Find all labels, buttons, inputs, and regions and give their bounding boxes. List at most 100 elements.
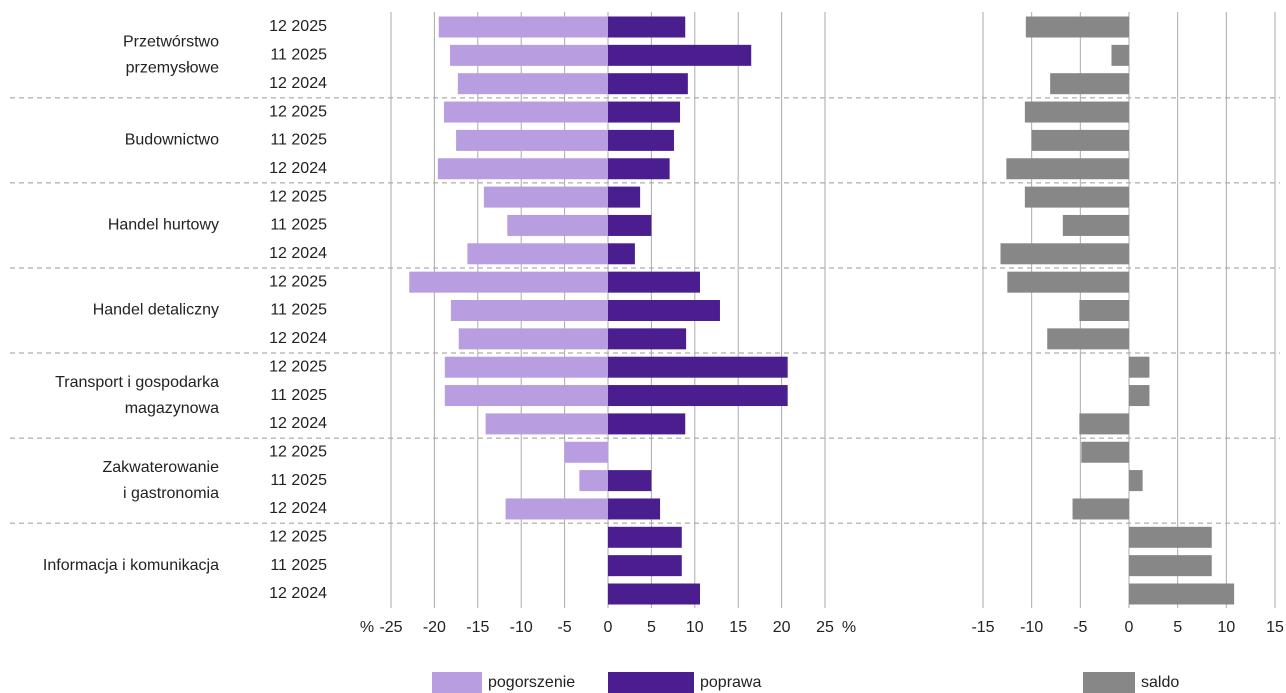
bar: [1079, 413, 1129, 435]
bar: [1050, 73, 1129, 95]
bar: [1024, 186, 1129, 208]
bar: [483, 186, 608, 208]
bar: [1031, 129, 1129, 151]
bar: [1129, 555, 1212, 577]
period-label: 11 2025: [270, 387, 327, 404]
x-tick-label: 15: [1266, 619, 1284, 636]
bar: [1024, 101, 1129, 123]
bar: [608, 356, 788, 378]
bar: [456, 129, 608, 151]
bar: [608, 526, 682, 548]
group-label: przemysłowe: [126, 60, 219, 77]
bar: [458, 328, 608, 350]
x-tick-label: -5: [557, 619, 571, 636]
x-tick-label: -15: [971, 619, 994, 636]
bar: [579, 470, 608, 492]
bar: [608, 271, 701, 293]
x-tick-label: 10: [1217, 619, 1235, 636]
period-label: 11 2025: [270, 557, 327, 574]
bar: [1006, 158, 1129, 180]
x-tick-label: -25: [379, 619, 402, 636]
legend-label: pogorszenie: [488, 674, 575, 691]
group-label: Handel detaliczny: [93, 302, 219, 319]
legend-swatch: [432, 672, 482, 693]
period-label: 12 2024: [269, 160, 327, 177]
bar: [1025, 16, 1129, 38]
period-label: 12 2025: [269, 273, 327, 290]
period-label: 12 2025: [269, 529, 327, 546]
legend-label: saldo: [1141, 674, 1179, 691]
bar: [608, 470, 652, 492]
bar: [608, 328, 687, 350]
bar: [1062, 214, 1129, 236]
bar: [564, 441, 608, 463]
bar: [450, 44, 608, 66]
bar: [444, 385, 608, 407]
x-tick-label: 5: [1173, 619, 1182, 636]
group-label: Handel hurtowy: [108, 217, 219, 234]
x-tick-label: -10: [1020, 619, 1043, 636]
bar: [1072, 498, 1129, 520]
period-label: 12 2025: [269, 443, 327, 460]
bar: [1129, 526, 1212, 548]
x-unit: %: [842, 619, 856, 636]
x-tick-label: 20: [773, 619, 791, 636]
period-label: 12 2024: [269, 75, 327, 92]
period-label: 11 2025: [270, 302, 327, 319]
bar: [438, 16, 608, 38]
period-label: 12 2025: [269, 358, 327, 375]
bar: [608, 186, 641, 208]
bar: [457, 73, 608, 95]
x-tick-label: 25: [816, 619, 834, 636]
x-tick-label: 15: [729, 619, 747, 636]
bar: [608, 129, 674, 151]
bar: [444, 356, 608, 378]
bar: [1129, 385, 1150, 407]
period-label: 11 2025: [270, 132, 327, 149]
group-label: Budownictwo: [125, 132, 219, 149]
x-tick-label: -20: [423, 619, 446, 636]
bar: [608, 243, 635, 265]
period-label: 11 2025: [270, 472, 327, 489]
x-unit: %: [360, 619, 374, 636]
bar: [1079, 300, 1129, 321]
bar: [608, 73, 688, 95]
bar: [608, 583, 701, 605]
group-label: Transport i gospodarka: [55, 374, 219, 391]
group-label: Zakwaterowanie: [103, 459, 220, 476]
period-label: 12 2024: [269, 585, 327, 602]
bar: [608, 385, 788, 407]
bar: [608, 101, 681, 123]
bar: [485, 413, 608, 435]
x-tick-label: 0: [1125, 619, 1134, 636]
bar: [608, 214, 652, 236]
bar: [1000, 243, 1129, 265]
bar: [608, 16, 686, 38]
group-label: Informacja i komunikacja: [43, 557, 219, 574]
period-label: 11 2025: [270, 47, 327, 64]
period-label: 12 2024: [269, 500, 327, 517]
bar: [467, 243, 608, 265]
bar: [608, 300, 720, 321]
period-label: 12 2025: [269, 18, 327, 35]
bar: [1111, 44, 1129, 66]
bar: [1047, 328, 1129, 350]
bar: [1081, 441, 1129, 463]
bar: [507, 214, 608, 236]
group-label: i gastronomia: [123, 485, 219, 502]
bar: [1129, 356, 1150, 378]
period-label: 12 2024: [269, 415, 327, 432]
x-tick-label: -5: [1073, 619, 1087, 636]
period-label: 12 2025: [269, 188, 327, 205]
legend-swatch: [608, 672, 694, 693]
bar: [443, 101, 608, 123]
bar: [608, 44, 752, 66]
x-tick-label: -10: [510, 619, 533, 636]
bar: [608, 498, 661, 520]
legend-swatch: [1083, 672, 1135, 693]
period-label: 11 2025: [270, 217, 327, 234]
bar: [608, 555, 682, 577]
bar: [505, 498, 608, 520]
period-label: 12 2024: [269, 330, 327, 347]
x-tick-label: 5: [647, 619, 656, 636]
